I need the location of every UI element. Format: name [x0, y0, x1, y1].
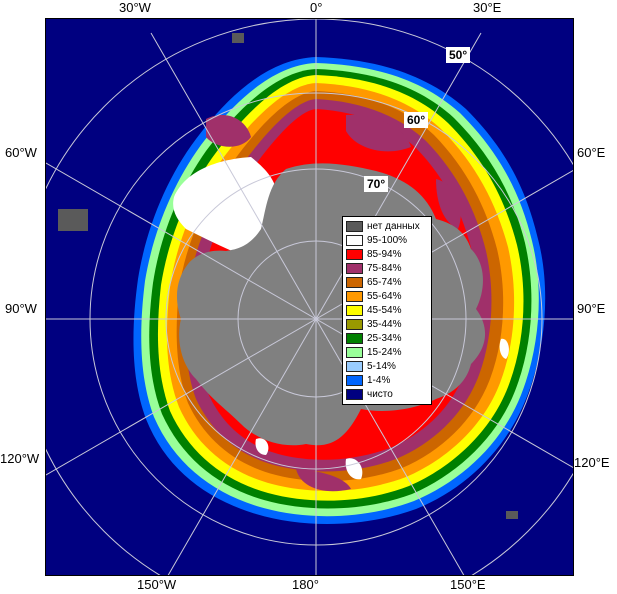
legend-label: 55-64% — [367, 290, 402, 302]
no-data-speck — [506, 511, 518, 519]
legend-swatch — [346, 374, 363, 386]
meridian-60e-120w — [46, 170, 573, 476]
legend-item: 75-84% — [346, 261, 428, 275]
legend-swatch — [346, 262, 363, 274]
legend-item: 1-4% — [346, 373, 428, 387]
legend-swatch — [346, 332, 363, 344]
legend-label: 35-44% — [367, 318, 402, 330]
legend-label: 95-100% — [367, 234, 408, 246]
ice-patch-75-84 — [296, 469, 351, 492]
legend-label: 75-84% — [367, 262, 402, 274]
lon-label-60e: 60°E — [577, 145, 606, 160]
legend-label: 45-54% — [367, 304, 402, 316]
legend-swatch — [346, 360, 363, 372]
legend-swatch — [346, 304, 363, 316]
ice-patch-75-84 — [206, 115, 251, 147]
ice-patch-95-100 — [499, 338, 509, 359]
ice-patch-95-100 — [345, 458, 363, 480]
legend-label: 15-24% — [367, 346, 402, 358]
legend-swatch — [346, 346, 363, 358]
legend-swatch — [346, 234, 363, 246]
legend-item: 95-100% — [346, 233, 428, 247]
lon-label-90w: 90°W — [5, 301, 37, 316]
lon-label-90e: 90°E — [577, 301, 606, 316]
lon-label-60w: 60°W — [5, 145, 37, 160]
legend-item: 35-44% — [346, 317, 428, 331]
legend-label: 65-74% — [367, 276, 402, 288]
legend-item: 15-24% — [346, 345, 428, 359]
legend-item: 55-64% — [346, 289, 428, 303]
sea-ice-map: 50° 60° 70° нет данных 95-100% 85-94% 75-84… — [45, 18, 574, 576]
ice-patch-95-100 — [173, 157, 277, 259]
legend-item: 45-54% — [346, 303, 428, 317]
lon-label-120e: 120°E — [574, 455, 610, 470]
legend-label: нет данных — [367, 220, 420, 232]
legend-label: чисто — [367, 388, 393, 400]
lon-label-120w: 120°W — [0, 451, 40, 466]
graticule — [46, 19, 573, 575]
legend-swatch — [346, 248, 363, 260]
latitude-label-70: 70° — [364, 176, 389, 192]
no-data-speck — [232, 33, 244, 43]
ice-patch-75-84 — [346, 114, 411, 152]
legend-swatch — [346, 290, 363, 302]
latitude-label-60: 60° — [404, 112, 429, 128]
legend-item: нет данных — [346, 219, 428, 233]
legend-label: 1-4% — [367, 374, 391, 386]
legend-item: 25-34% — [346, 331, 428, 345]
legend-label: 25-34% — [367, 332, 402, 344]
latitude-label-50: 50° — [446, 47, 471, 63]
lon-label-150w: 150°W — [137, 577, 177, 592]
legend-label: 5-14% — [367, 360, 396, 372]
legend-item: 5-14% — [346, 359, 428, 373]
legend-item: 85-94% — [346, 247, 428, 261]
ice-patch-95-100 — [255, 438, 269, 455]
legend-swatch — [346, 388, 363, 400]
legend-swatch — [346, 318, 363, 330]
lon-label-30e: 30°E — [473, 0, 502, 15]
map-canvas — [46, 19, 573, 575]
lon-label-0: 0° — [310, 0, 323, 15]
lon-label-150e: 150°E — [450, 577, 486, 592]
lon-label-180: 180° — [292, 577, 319, 592]
ice-patch-75-84 — [436, 179, 461, 229]
legend-swatch — [346, 276, 363, 288]
no-data-speck — [58, 209, 88, 231]
legend-rows: нет данных 95-100% 85-94% 75-84% 65-74% 55-64… — [346, 219, 428, 401]
legend-item: 65-74% — [346, 275, 428, 289]
legend-item: чисто — [346, 387, 428, 401]
legend-label: 85-94% — [367, 248, 402, 260]
lon-label-30w: 30°W — [119, 0, 151, 15]
legend-swatch — [346, 220, 363, 232]
legend: нет данных 95-100% 85-94% 75-84% 65-74% 55-64… — [342, 216, 432, 405]
